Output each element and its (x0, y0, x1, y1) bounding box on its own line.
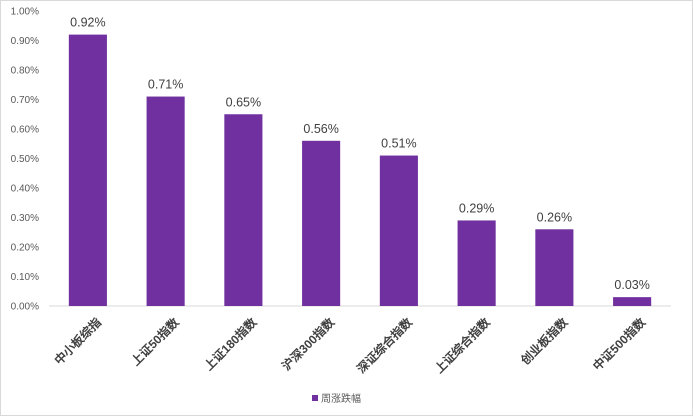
legend: 周涨跌幅 (312, 392, 361, 405)
bar-data-label: 0.29% (459, 201, 494, 215)
y-tick-label: 0.90% (11, 36, 39, 47)
x-tick-label: 上证180指数 (201, 314, 260, 373)
bar (613, 297, 652, 306)
x-tick-label: 上证50指数 (128, 314, 183, 369)
legend-swatch (312, 395, 318, 401)
data-labels: 0.92% 0.71% 0.65% 0.56% 0.51% 0.29% 0.26% 0.03% (70, 16, 650, 293)
x-tick-label: 创业板指数 (517, 314, 571, 368)
y-tick-label: 0.00% (11, 302, 39, 313)
x-tick-label: 深证综合指数 (353, 314, 415, 376)
x-tick-label: 上证综合指数 (431, 314, 493, 376)
bar (302, 140, 341, 306)
x-tick-label: 中证500指数 (590, 314, 649, 373)
y-tick-label: 0.60% (11, 125, 39, 136)
bar-data-label: 0.56% (303, 122, 338, 136)
bar (224, 114, 263, 306)
y-tick-label: 0.70% (11, 95, 39, 106)
y-tick-label: 0.50% (11, 154, 39, 165)
bar-data-label: 0.26% (537, 210, 572, 224)
y-axis-ticks: 0.00% 0.10% 0.20% 0.30% 0.40% 0.50% 0.60% 0.70%… (11, 7, 39, 313)
y-tick-label: 0.80% (11, 66, 39, 77)
y-tick-label: 1.00% (11, 7, 39, 18)
bar-data-label: 0.65% (226, 95, 261, 109)
x-tick-label: 沪深300指数 (279, 314, 338, 373)
x-axis-labels: 中小板综指 上证50指数 上证180指数 沪深300指数 深证综合指数 上证综合指数 创业板… (51, 314, 649, 376)
bar-data-label: 0.03% (614, 278, 649, 292)
legend-label: 周涨跌幅 (321, 392, 361, 405)
y-tick-label: 0.20% (11, 243, 39, 254)
bar (68, 34, 107, 306)
bar (457, 220, 496, 306)
x-tick-label: 中小板综指 (51, 315, 104, 368)
bar (379, 155, 418, 306)
bar (535, 229, 574, 306)
y-tick-label: 0.40% (11, 184, 39, 195)
bar-data-label: 0.71% (148, 78, 183, 92)
bar-data-label: 0.92% (70, 16, 105, 30)
y-tick-label: 0.10% (11, 272, 39, 283)
bar-data-label: 0.51% (381, 137, 416, 151)
bar (146, 96, 185, 306)
bars (68, 34, 652, 306)
y-tick-label: 0.30% (11, 213, 39, 224)
